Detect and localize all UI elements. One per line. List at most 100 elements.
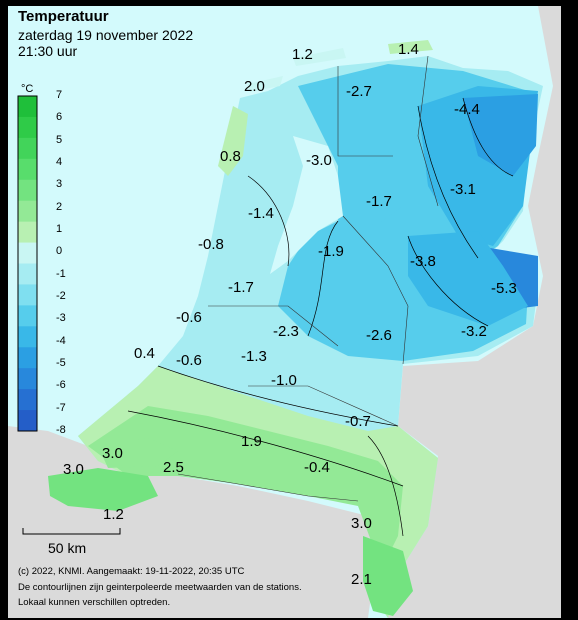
legend-tick-label: 6 [56, 111, 63, 124]
zone-minus4-north [463, 94, 538, 176]
legend-tick-label: -7 [56, 401, 66, 414]
station-value: -1.3 [241, 348, 267, 365]
legend-tick-label: 5 [56, 133, 63, 146]
ijsselmeer [270, 136, 343, 274]
station-value: 1.2 [103, 506, 124, 523]
schiermonnikoog-island [388, 40, 433, 54]
station-labels: 1.2 1.4 2.0 -2.7 -4.4 0.8 -3.0 -3.1 -1.4 -1.7 -0.8… [8, 6, 517, 588]
legend-swatch [18, 347, 37, 369]
legend-swatch [18, 179, 37, 202]
station-value: 2.0 [244, 78, 265, 95]
texel-island [218, 106, 248, 176]
station-value: 3.0 [351, 515, 372, 532]
legend-swatch [18, 116, 37, 139]
legend-tick-label: -2 [56, 290, 66, 302]
map-date: zaterdag 19 november 2022 [18, 27, 194, 43]
station-value: 0.4 [134, 345, 155, 362]
legend-swatch [18, 305, 37, 327]
vlieland-island [248, 76, 283, 92]
station-value: -3.1 [450, 181, 476, 198]
contour-line [157, 365, 399, 427]
contour-line [127, 410, 404, 487]
zone-plus2 [88, 406, 403, 566]
station-value: 1.4 [398, 41, 419, 58]
germany-land [388, 6, 561, 618]
zone-zeeland [48, 468, 158, 511]
legend-swatch [18, 200, 37, 223]
legend-swatch [18, 326, 37, 348]
station-value: -0.6 [176, 309, 202, 326]
station-value: 2.5 [163, 459, 184, 476]
station-value: -0.7 [345, 413, 371, 430]
station-value: 2.2 [8, 6, 29, 10]
station-value: -0.6 [176, 352, 202, 369]
legend-swatch [18, 263, 37, 285]
station-value: -1.9 [318, 243, 344, 260]
legend-swatch [18, 368, 37, 390]
station-value: -1.0 [271, 372, 297, 389]
contour-line [407, 235, 489, 327]
legend-tick-label: 1 [56, 223, 63, 235]
zone-zeeland-islands [98, 438, 178, 468]
border-line [208, 305, 339, 347]
legend-tick-label: 2 [56, 200, 63, 213]
station-value: -2.7 [346, 83, 372, 100]
contour-line [307, 220, 339, 337]
station-value: -3.8 [410, 253, 436, 270]
legend-swatch [18, 284, 37, 306]
legend-tick-label: 0 [56, 245, 63, 258]
station-value: -2.6 [366, 327, 392, 344]
station-value: -5.3 [491, 280, 517, 297]
legend-swatch [18, 389, 37, 411]
terschelling-island [293, 48, 346, 66]
station-value: 0.8 [220, 148, 241, 165]
zone-flevoland [338, 156, 413, 226]
station-value: 3.0 [63, 461, 84, 478]
legend-tick-label: -5 [56, 357, 66, 369]
map-title: Temperatuur [18, 8, 109, 25]
contour-line [247, 175, 290, 267]
station-value: 3.0 [102, 445, 123, 462]
station-value: -2.3 [273, 323, 299, 340]
border-line [248, 385, 399, 427]
map-panel: 1.2 1.4 2.0 -2.7 -4.4 0.8 -3.0 -3.1 -1.4 -1.7 -0.8… [8, 6, 561, 618]
legend-tick-label: -3 [56, 312, 66, 325]
legend-unit: °C [21, 83, 34, 95]
contour-line [462, 97, 514, 177]
legend-frame [17, 95, 38, 432]
border-line [337, 66, 393, 157]
zone-limburg [363, 536, 413, 616]
station-value: 1.2 [292, 46, 313, 63]
legend-swatch [18, 410, 37, 432]
legend-tick-label: -1 [56, 267, 66, 280]
legend-tick-label: -6 [56, 379, 66, 392]
station-value: -1.7 [366, 193, 392, 210]
temperature-map: 1.2 1.4 2.0 -2.7 -4.4 0.8 -3.0 -3.1 -1.4 -1.7 -0.8… [8, 6, 561, 618]
border-line [342, 215, 409, 365]
map-time: 21:30 uur [18, 43, 78, 59]
station-value: -3.2 [461, 323, 487, 340]
station-value: -4.4 [454, 101, 480, 118]
border-line [177, 473, 359, 502]
legend-tick-label: -8 [56, 424, 66, 436]
legend-swatch [18, 96, 37, 118]
legend-tick-label: 7 [56, 89, 63, 101]
station-value: -1.7 [228, 279, 254, 296]
station-value: -1.4 [248, 205, 274, 222]
legend-swatch [18, 242, 37, 264]
contour-line [367, 435, 404, 537]
legend-tick-label: 3 [56, 178, 63, 191]
legend-swatch [18, 137, 37, 160]
station-value: -0.8 [198, 236, 224, 253]
note-local: Lokaal kunnen verschillen optreden. [18, 597, 171, 608]
scale-bar [22, 528, 121, 535]
legend-tick-label: 4 [56, 156, 63, 168]
station-value: 2.1 [351, 571, 372, 588]
scale-label: 50 km [48, 540, 87, 556]
border-line [417, 55, 439, 207]
note-contours: De contourlijnen zijn geinterpoleerde me… [18, 582, 302, 593]
station-value: 1.9 [241, 433, 262, 450]
station-value: -0.4 [304, 459, 330, 476]
contour-line [417, 105, 479, 259]
